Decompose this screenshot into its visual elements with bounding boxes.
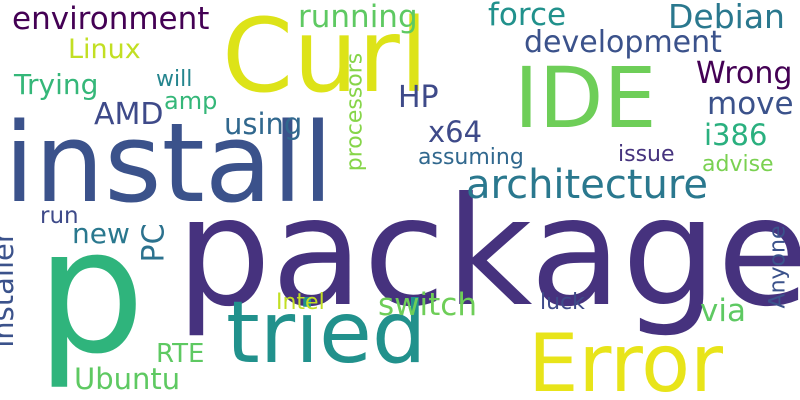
word-development: development	[524, 25, 722, 60]
word-ubuntu: Ubuntu	[74, 362, 181, 396]
word-p: p	[36, 191, 146, 392]
word-trying: Trying	[14, 68, 99, 101]
word-pc: PC	[136, 223, 172, 263]
word-luck: luck	[540, 290, 585, 315]
word-environment: environment	[12, 1, 210, 37]
word-linux: Linux	[68, 34, 141, 65]
word-rte: RTE	[156, 339, 205, 369]
word-new: new	[72, 217, 130, 250]
word-move: move	[707, 86, 794, 122]
word-hp: HP	[398, 80, 439, 115]
word-anyone: Anyone	[765, 225, 791, 309]
word-issue: issue	[618, 142, 675, 167]
word-advise: advise	[702, 152, 774, 177]
word-ide: IDE	[514, 49, 657, 147]
word-architecture: architecture	[466, 162, 709, 208]
word-package: package	[176, 166, 800, 340]
word-will: will	[156, 67, 193, 92]
word-switch: switch	[378, 287, 477, 323]
word-x64: x64	[428, 115, 483, 149]
word-i386: i386	[704, 118, 768, 152]
word-processors: processors	[342, 52, 368, 172]
word-using: using	[224, 107, 303, 141]
word-run: run	[40, 203, 79, 229]
word-tried: tried	[226, 283, 427, 383]
word-installer: installer	[0, 231, 20, 348]
word-error: Error	[528, 317, 723, 400]
word-curl: Curl	[222, 0, 429, 116]
word-force: force	[488, 0, 567, 33]
word-intel: Intel	[276, 290, 325, 315]
word-via: via	[700, 293, 746, 329]
word-install: install	[4, 99, 334, 227]
word-wrong: Wrong	[696, 56, 793, 91]
word-running: running	[298, 0, 418, 35]
word-amp: amp	[164, 87, 218, 115]
word-assuming: assuming	[418, 145, 524, 170]
word-amd: AMD	[94, 97, 164, 132]
word-debian: Debian	[668, 0, 785, 36]
